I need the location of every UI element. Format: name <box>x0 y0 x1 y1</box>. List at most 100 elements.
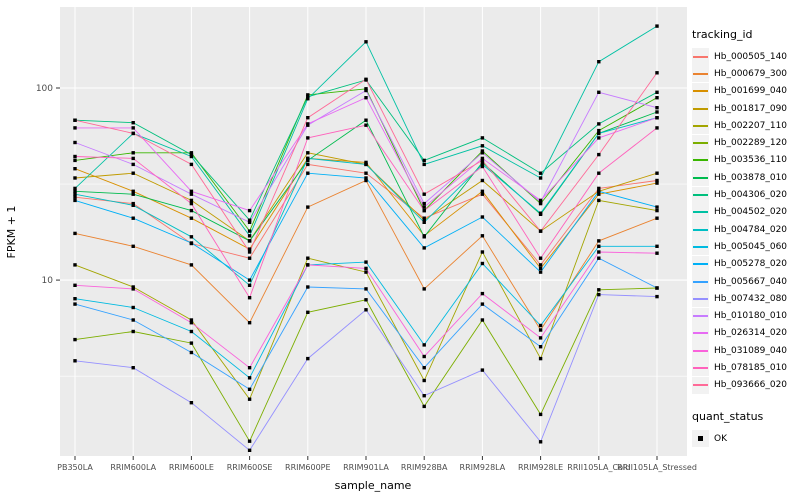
data-point[interactable] <box>538 345 543 349</box>
data-point[interactable] <box>306 93 310 97</box>
data-point[interactable] <box>655 244 659 248</box>
data-point[interactable] <box>73 263 77 267</box>
data-point[interactable] <box>247 296 252 300</box>
legend-entry-Hb_078185_010[interactable]: Hb_078185_010 <box>692 359 798 377</box>
data-point[interactable] <box>73 176 77 180</box>
data-point[interactable] <box>189 152 194 157</box>
data-point[interactable] <box>597 288 601 292</box>
data-point[interactable] <box>247 229 252 233</box>
data-point[interactable] <box>189 235 194 239</box>
data-point[interactable] <box>480 234 485 238</box>
data-point[interactable] <box>480 318 485 322</box>
data-point[interactable] <box>131 151 135 155</box>
data-point[interactable] <box>364 77 368 81</box>
data-point[interactable] <box>247 366 252 370</box>
data-point[interactable] <box>597 256 601 260</box>
data-point[interactable] <box>480 302 485 306</box>
data-point[interactable] <box>597 189 601 193</box>
legend-entry-Hb_002207_110[interactable]: Hb_002207_110 <box>692 117 798 135</box>
data-point[interactable] <box>73 167 77 171</box>
data-point[interactable] <box>655 24 659 28</box>
data-point[interactable] <box>189 329 194 334</box>
data-point[interactable] <box>73 195 77 199</box>
data-point[interactable] <box>306 356 310 361</box>
data-point[interactable] <box>189 208 194 213</box>
data-point[interactable] <box>189 198 194 203</box>
data-point[interactable] <box>73 231 77 236</box>
legend-entry-Hb_000505_140[interactable]: Hb_000505_140 <box>692 48 798 66</box>
data-point[interactable] <box>538 198 543 203</box>
data-point[interactable] <box>655 110 659 114</box>
data-point[interactable] <box>480 178 485 183</box>
data-point[interactable] <box>597 152 601 157</box>
data-point[interactable] <box>306 116 310 120</box>
data-point[interactable] <box>480 291 485 296</box>
data-point[interactable] <box>189 263 194 267</box>
legend-entry-Hb_004784_020[interactable]: Hb_004784_020 <box>692 221 798 239</box>
data-point[interactable] <box>73 192 77 196</box>
data-point[interactable] <box>189 192 194 196</box>
data-point[interactable] <box>655 208 659 213</box>
data-point[interactable] <box>655 286 659 290</box>
data-point[interactable] <box>364 123 368 127</box>
legend-entry-Hb_010180_010[interactable]: Hb_010180_010 <box>692 307 798 325</box>
data-point[interactable] <box>306 136 310 140</box>
data-point[interactable] <box>131 131 135 136</box>
data-point[interactable] <box>655 181 659 185</box>
data-point[interactable] <box>422 162 426 167</box>
legend-entry-Hb_005278_020[interactable]: Hb_005278_020 <box>692 255 798 273</box>
data-point[interactable] <box>73 302 77 306</box>
data-point[interactable] <box>422 366 426 370</box>
data-point[interactable] <box>422 287 426 291</box>
data-point[interactable] <box>480 136 485 140</box>
data-point[interactable] <box>306 151 310 155</box>
data-point[interactable] <box>597 239 601 243</box>
data-point[interactable] <box>73 297 77 301</box>
data-point[interactable] <box>247 283 252 287</box>
data-point[interactable] <box>597 171 601 175</box>
legend-entry-Hb_005045_060[interactable]: Hb_005045_060 <box>692 238 798 256</box>
data-point[interactable] <box>422 216 426 220</box>
data-point[interactable] <box>131 171 135 175</box>
data-point[interactable] <box>131 216 135 220</box>
data-point[interactable] <box>364 176 368 180</box>
data-point[interactable] <box>597 131 601 136</box>
data-point[interactable] <box>538 323 543 328</box>
data-point[interactable] <box>364 298 368 302</box>
data-point[interactable] <box>480 151 485 155</box>
data-point[interactable] <box>131 162 135 167</box>
data-point[interactable] <box>306 263 310 267</box>
data-point[interactable] <box>538 229 543 233</box>
data-point[interactable] <box>655 205 659 209</box>
legend-entry-Hb_000679_300[interactable]: Hb_000679_300 <box>692 65 798 83</box>
data-point[interactable] <box>189 341 194 345</box>
data-point[interactable] <box>73 126 77 130</box>
data-point[interactable] <box>422 394 426 398</box>
data-point[interactable] <box>538 211 543 215</box>
data-point[interactable] <box>189 151 194 155</box>
data-point[interactable] <box>131 285 135 289</box>
data-point[interactable] <box>247 321 252 325</box>
data-point[interactable] <box>73 154 77 159</box>
legend-entry-Hb_002289_120[interactable]: Hb_002289_120 <box>692 134 798 152</box>
data-point[interactable] <box>422 404 426 409</box>
data-point[interactable] <box>422 235 426 239</box>
data-point[interactable] <box>73 158 77 163</box>
data-point[interactable] <box>655 106 659 110</box>
data-point[interactable] <box>597 128 601 133</box>
data-point[interactable] <box>364 270 368 274</box>
legend-entry-Hb_007432_080[interactable]: Hb_007432_080 <box>692 290 798 308</box>
legend-entry-Hb_005667_040[interactable]: Hb_005667_040 <box>692 273 798 290</box>
data-point[interactable] <box>189 321 194 325</box>
data-point[interactable] <box>597 136 601 140</box>
data-point[interactable] <box>480 149 485 153</box>
data-point[interactable] <box>422 354 426 359</box>
data-point[interactable] <box>247 250 252 254</box>
data-point[interactable] <box>538 270 543 274</box>
data-point[interactable] <box>655 126 659 130</box>
data-point[interactable] <box>131 203 135 207</box>
data-point[interactable] <box>422 343 426 347</box>
data-point[interactable] <box>364 40 368 44</box>
data-point[interactable] <box>73 337 77 342</box>
data-point[interactable] <box>597 244 601 248</box>
